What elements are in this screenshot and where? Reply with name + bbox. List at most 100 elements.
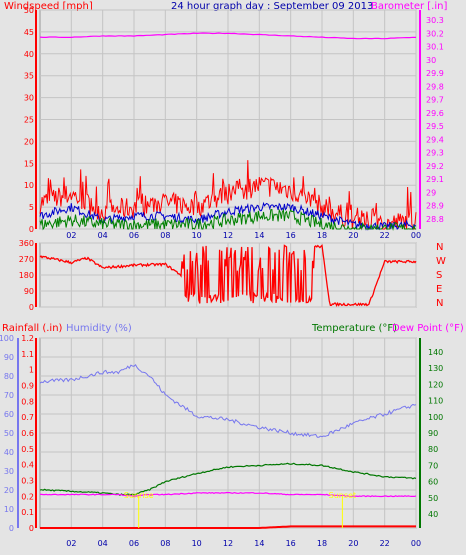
direction-tick-label: 180 <box>19 271 34 280</box>
wind-max-line <box>39 160 417 231</box>
x-tick-label-top: 04 <box>98 231 108 240</box>
axis-lines <box>17 10 421 528</box>
rainfall-tick-label: 0.8 <box>21 397 34 406</box>
header-barometer-label: Barometer [.in] <box>371 1 447 12</box>
x-tick-label-top: 20 <box>348 231 358 240</box>
x-tick-label-bottom: 04 <box>98 539 108 548</box>
windspeed-tick-label: 50 <box>24 6 34 15</box>
x-tick-label-top: 10 <box>192 231 202 240</box>
barometer-tick-label: 29.7 <box>426 96 444 105</box>
barometer-tick-label: 29.5 <box>426 122 444 131</box>
temperature-tick-label: 130 <box>428 364 443 373</box>
rainfall-tick-label: 0.3 <box>21 477 34 486</box>
barometer-tick-label: 30.2 <box>426 29 444 38</box>
x-tick-label-bottom: 12 <box>223 539 233 548</box>
rainfall-tick-label: 0.6 <box>21 429 34 438</box>
x-tick-label-bottom: 22 <box>380 539 390 548</box>
barometer-tick-label: 29.4 <box>426 135 444 144</box>
barometer-tick-label: 28.9 <box>426 202 444 211</box>
x-tick-label-top: 14 <box>254 231 264 240</box>
x-tick-label-bottom: 14 <box>254 539 264 548</box>
x-tick-label-top: 12 <box>223 231 233 240</box>
x-tick-label-top: 02 <box>66 231 76 240</box>
x-tick-label-bottom: 08 <box>160 539 170 548</box>
rainfall-tick-label: 0.2 <box>21 492 34 501</box>
humidity-tick-label: 90 <box>4 353 14 362</box>
compass-label: S <box>436 270 442 281</box>
temperature-tick-label: 140 <box>428 348 443 357</box>
humidity-tick-label: 30 <box>4 467 14 476</box>
humidity-tick-label: 20 <box>4 486 14 495</box>
x-tick-label-top: 22 <box>380 231 390 240</box>
tick-labels: 0202040406060808101012121414161618182020… <box>0 6 446 548</box>
barometer-tick-label: 30.3 <box>426 16 444 25</box>
barometer-tick-label: 29.2 <box>426 162 444 171</box>
x-tick-label-top: 06 <box>129 231 139 240</box>
windspeed-tick-label: 5 <box>29 203 34 212</box>
x-tick-label-bottom: 18 <box>317 539 327 548</box>
compass-label: N <box>436 242 443 253</box>
header-graph-title: 24 hour graph day : September 09 2013 <box>171 1 373 12</box>
direction-tick-label: 0 <box>29 303 34 312</box>
temperature-tick-label: 60 <box>428 478 438 487</box>
rainfall-line <box>40 525 416 529</box>
windspeed-tick-label: 40 <box>24 50 34 59</box>
sunset-label: Sunset <box>329 491 356 500</box>
humidity-tick-label: 100 <box>0 334 14 343</box>
windspeed-tick-label: 35 <box>24 72 34 81</box>
series-layer <box>39 32 417 529</box>
windspeed-tick-label: 45 <box>24 28 34 37</box>
barometer-tick-label: 29.3 <box>426 149 444 158</box>
barometer-tick-label: 29.8 <box>426 82 444 91</box>
temperature-tick-label: 50 <box>428 494 438 503</box>
rainfall-tick-label: 1.1 <box>21 350 34 359</box>
barometer-tick-label: 30 <box>426 56 436 65</box>
temperature-tick-label: 90 <box>428 429 438 438</box>
direction-tick-label: 360 <box>19 239 34 248</box>
x-tick-label-bottom: 06 <box>129 539 139 548</box>
x-tick-label-bottom: 16 <box>286 539 296 548</box>
x-tick-label-top: 18 <box>317 231 327 240</box>
annotation-layer: Sunrise Sunset <box>124 491 356 528</box>
rainfall-tick-label: 0.9 <box>21 382 34 391</box>
temperature-tick-label: 70 <box>428 461 438 470</box>
barometer-tick-label: 30.1 <box>426 43 444 52</box>
x-tick-label-top: 00 <box>411 231 421 240</box>
barometer-tick-label: 29 <box>426 188 436 197</box>
windspeed-tick-label: 30 <box>24 94 34 103</box>
humidity-tick-label: 0 <box>9 524 14 533</box>
compass-label: W <box>436 256 446 267</box>
rainfall-tick-label: 0.4 <box>21 461 34 470</box>
rainfall-label: Rainfall (.in) <box>2 323 63 334</box>
humidity-tick-label: 10 <box>4 505 14 514</box>
direction-tick-label: 270 <box>19 255 34 264</box>
windspeed-tick-label: 25 <box>24 116 34 125</box>
temperature-line <box>39 462 417 496</box>
x-tick-label-bottom: 02 <box>66 539 76 548</box>
compass-label: N <box>436 298 443 309</box>
windspeed-tick-label: 0 <box>29 225 34 234</box>
barometer-tick-label: 29.6 <box>426 109 444 118</box>
temperature-tick-label: 100 <box>428 413 443 422</box>
temperature-tick-label: 80 <box>428 445 438 454</box>
rainfall-tick-label: 0.7 <box>21 413 34 422</box>
rainfall-tick-label: 1.2 <box>21 334 34 343</box>
direction-tick-label: 90 <box>24 287 34 296</box>
x-tick-label-top: 16 <box>286 231 296 240</box>
humidity-tick-label: 40 <box>4 448 14 457</box>
wind-direction-line <box>39 244 417 308</box>
humidity-tick-label: 50 <box>4 429 14 438</box>
wind-min-line <box>39 208 416 231</box>
dewpoint-line <box>39 491 417 498</box>
temperature-tick-label: 40 <box>428 510 438 519</box>
windspeed-tick-label: 20 <box>24 137 34 146</box>
humidity-tick-label: 60 <box>4 410 14 419</box>
compass-label: E <box>436 284 442 295</box>
barometer-tick-label: 29.9 <box>426 69 444 78</box>
barometer-tick-label: 28.8 <box>426 215 444 224</box>
rainfall-tick-label: 0 <box>29 524 34 533</box>
rainfall-tick-label: 1 <box>29 366 34 375</box>
header-windspeed-label: Windspeed [mph] <box>4 1 93 12</box>
